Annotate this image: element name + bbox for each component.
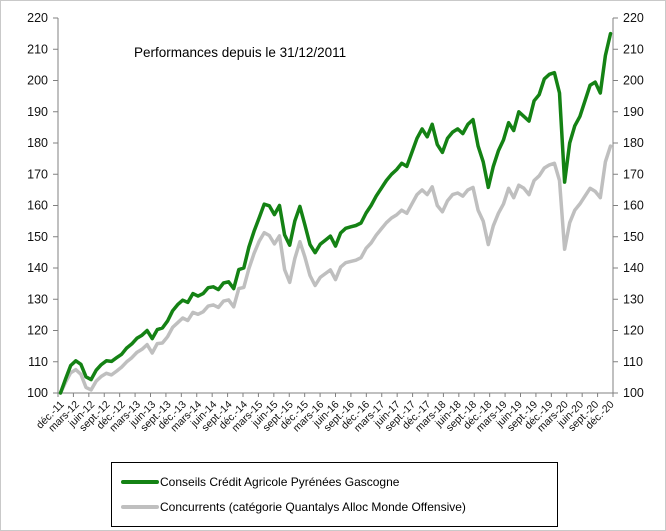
legend-line-green [121,479,159,484]
svg-text:150: 150 [27,230,48,244]
svg-text:140: 140 [623,261,644,275]
chart-legend: Conseils Crédit Agricole Pyrénées Gascog… [111,462,558,527]
performance-line-chart: 100 100 110 110 120 120 130 130 140 140 150 150 160 1… [27,11,644,434]
svg-text:150: 150 [623,230,644,244]
chart-title: Performances depuis le 31/12/2011 [134,45,347,60]
svg-text:130: 130 [27,292,48,306]
svg-text:180: 180 [623,136,644,150]
svg-text:200: 200 [27,74,48,88]
svg-text:210: 210 [623,42,644,56]
svg-text:110: 110 [623,355,643,369]
svg-text:220: 220 [623,11,644,25]
svg-text:190: 190 [27,105,48,119]
svg-text:190: 190 [623,105,644,119]
legend-label-conseils: Conseils Crédit Agricole Pyrénées Gascog… [160,474,400,489]
svg-text:120: 120 [623,324,644,338]
svg-text:130: 130 [623,292,644,306]
legend-item-conseils: Conseils Crédit Agricole Pyrénées Gascog… [121,475,557,489]
y-axis-labels: 100 100 110 110 120 120 130 130 140 140 150 150 160 1… [27,11,644,400]
svg-text:140: 140 [27,261,48,275]
svg-text:120: 120 [27,324,48,338]
svg-text:200: 200 [623,74,644,88]
svg-text:100: 100 [623,386,644,400]
svg-text:170: 170 [623,167,644,181]
series-line [58,144,613,395]
svg-text:210: 210 [27,42,48,56]
svg-text:100: 100 [27,386,48,400]
legend-item-concurrents: Concurrents (catégorie Quantalys Alloc M… [121,500,557,514]
svg-text:110: 110 [28,355,48,369]
svg-text:160: 160 [27,199,48,213]
series-line [58,31,613,395]
svg-text:170: 170 [27,167,48,181]
svg-text:220: 220 [27,11,48,25]
legend-line-gray [121,505,159,510]
legend-label-concurrents: Concurrents (catégorie Quantalys Alloc M… [160,500,466,515]
svg-text:180: 180 [27,136,48,150]
svg-text:160: 160 [623,199,644,213]
x-axis-labels: déc.-11mars-12juin-12sept.-12déc.-12mars… [34,393,617,434]
